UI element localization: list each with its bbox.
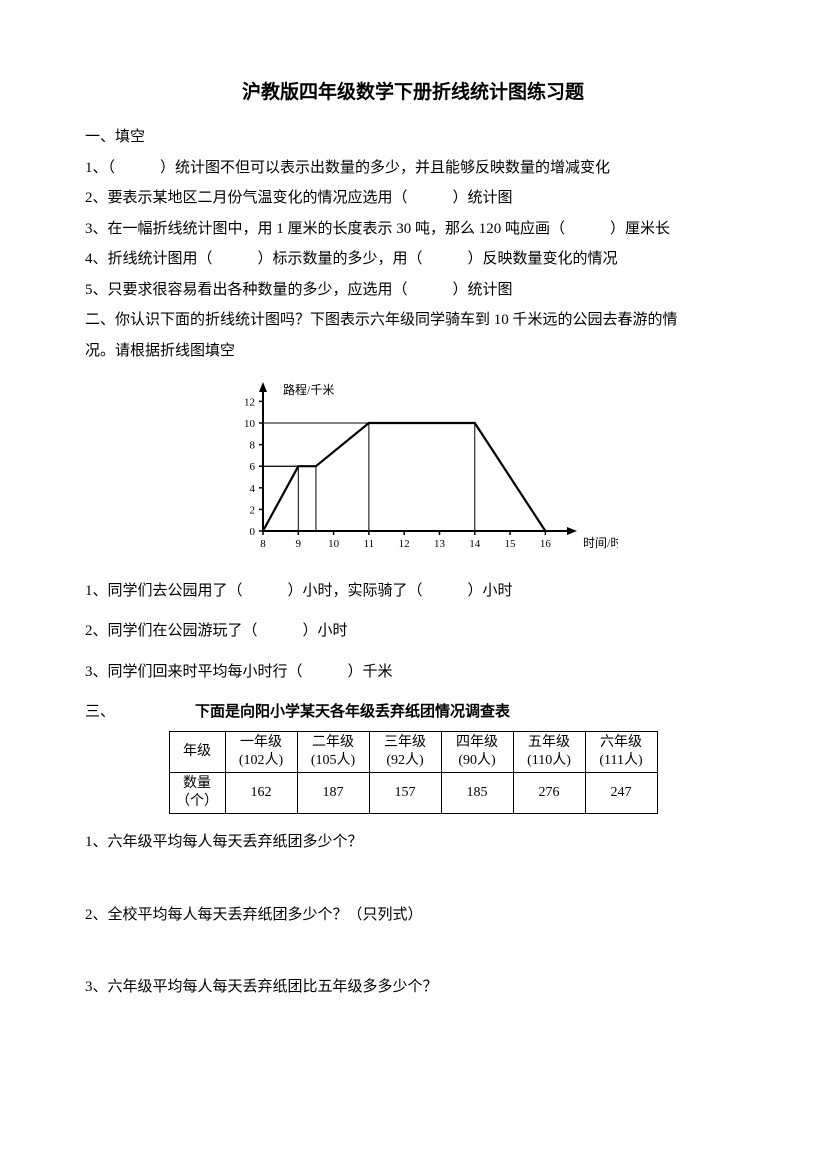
s3-q1: 1、六年级平均每人每天丢弃纸团多少个？: [85, 828, 741, 857]
section1-heading: 一、填空: [85, 123, 741, 152]
table-header: 一年级(102人): [225, 731, 297, 772]
s1-q5: 5、只要求很容易看出各种数量的多少，应选用（ ）统计图: [85, 276, 741, 305]
s1-q2: 2、要表示某地区二月份气温变化的情况应选用（ ）统计图: [85, 184, 741, 213]
table-cell: 276: [513, 772, 585, 813]
svg-text:15: 15: [505, 538, 517, 550]
s1-q4: 4、折线统计图用（ ）标示数量的多少，用（ ）反映数量变化的情况: [85, 245, 741, 274]
s2-q3: 3、同学们回来时平均每小时行（ ）千米: [85, 658, 741, 687]
s3-q2: 2、全校平均每人每天丢弃纸团多少个？（只列式）: [85, 901, 741, 930]
table-cell: 157: [369, 772, 441, 813]
s2-q1: 1、同学们去公园用了（ ）小时，实际骑了（ ）小时: [85, 577, 741, 606]
table-header: 年级: [169, 731, 225, 772]
table-row-label: 数量（个）: [169, 772, 225, 813]
svg-text:16: 16: [540, 538, 552, 550]
table-header: 三年级(92人): [369, 731, 441, 772]
table-header: 六年级(111人): [585, 731, 657, 772]
svg-text:2: 2: [250, 504, 256, 516]
table-header: 四年级(90人): [441, 731, 513, 772]
s1-q3: 3、在一幅折线统计图中，用 1 厘米的长度表示 30 吨，那么 120 吨应画（…: [85, 215, 741, 244]
table-header: 五年级(110人): [513, 731, 585, 772]
table-cell: 187: [297, 772, 369, 813]
svg-text:0: 0: [250, 526, 256, 538]
section3-heading: 三、: [85, 698, 115, 727]
svg-text:时间/时: 时间/时: [583, 536, 618, 550]
svg-text:10: 10: [328, 538, 340, 550]
svg-text:13: 13: [434, 538, 446, 550]
svg-text:9: 9: [296, 538, 302, 550]
table-cell: 247: [585, 772, 657, 813]
svg-text:8: 8: [250, 440, 256, 452]
section2-heading-a: 二、你认识下面的折线统计图吗？下图表示六年级同学骑车到 10 千米远的公园去春游…: [85, 306, 741, 335]
svg-text:11: 11: [364, 538, 375, 550]
table-cell: 162: [225, 772, 297, 813]
s3-q3: 3、六年级平均每人每天丢弃纸团比五年级多多少个？: [85, 973, 741, 1002]
svg-text:8: 8: [260, 538, 266, 550]
table-cell: 185: [441, 772, 513, 813]
svg-text:14: 14: [469, 538, 481, 550]
s1-q1: 1、（ ）统计图不但可以表示出数量的多少，并且能够反映数量的增减变化: [85, 154, 741, 183]
line-chart: 0 2 4 6 8 10 12 8 9 10 11 12 13 14 15 16 路程/千米时间/时: [85, 371, 741, 567]
svg-text:10: 10: [244, 418, 256, 430]
table-header: 二年级(105人): [297, 731, 369, 772]
data-table: 年级一年级(102人)二年级(105人)三年级(92人)四年级(90人)五年级(…: [169, 731, 658, 815]
svg-text:路程/千米: 路程/千米: [283, 382, 334, 397]
svg-text:4: 4: [250, 483, 256, 495]
svg-text:6: 6: [250, 461, 256, 473]
svg-text:12: 12: [244, 396, 255, 408]
svg-text:12: 12: [399, 538, 410, 550]
page-title: 沪教版四年级数学下册折线统计图练习题: [85, 75, 741, 111]
section2-heading-b: 况。请根据折线图填空: [85, 337, 741, 366]
table-caption: 下面是向阳小学某天各年级丢弃纸团情况调查表: [195, 698, 510, 727]
s2-q2: 2、同学们在公园游玩了（ ）小时: [85, 617, 741, 646]
